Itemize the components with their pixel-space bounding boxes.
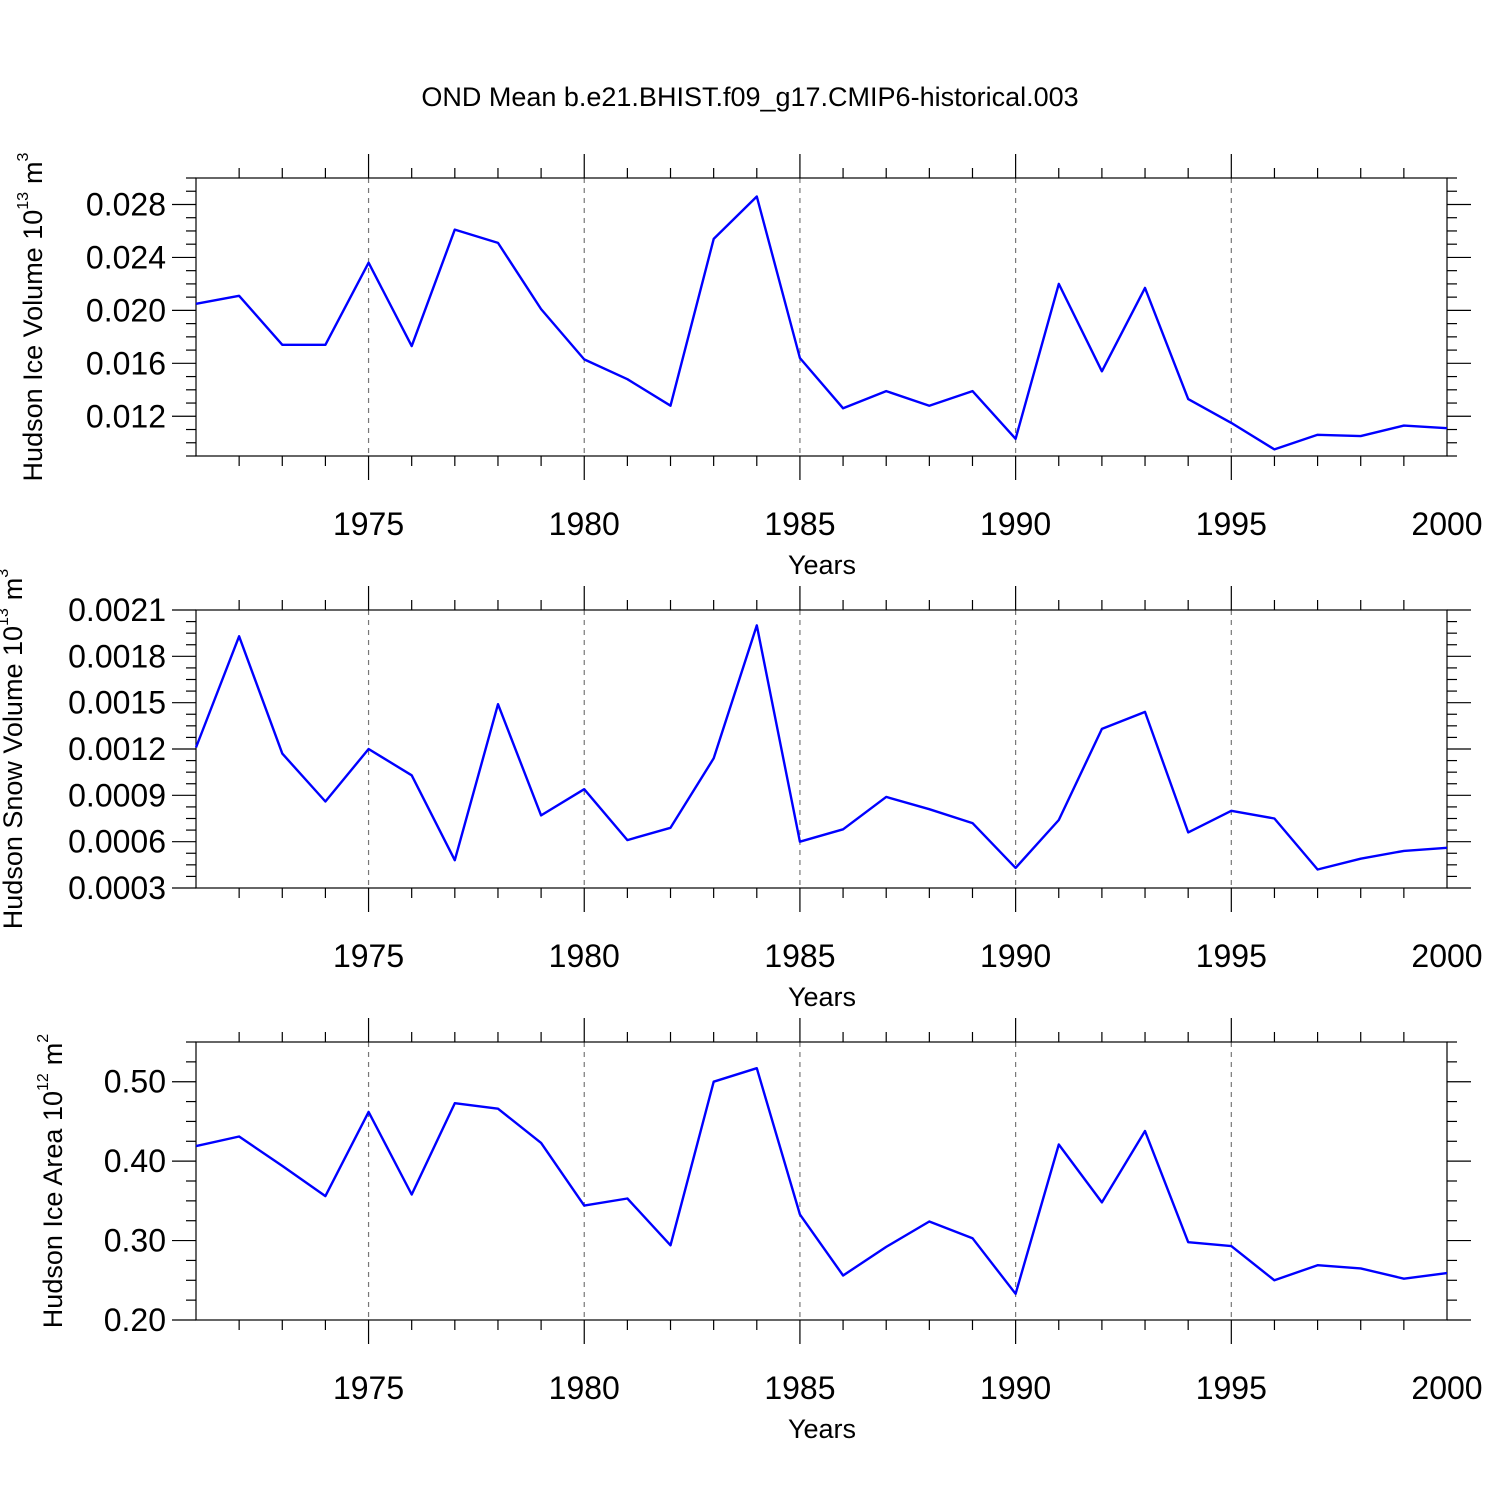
- y-axis-label: Hudson Ice Volume 1013 m3: [15, 152, 48, 481]
- y-tick-label: 0.30: [104, 1223, 166, 1259]
- panel-2: 1975 1980 1985 1990 1995 2000 Years 0.0003 0.000…: [0, 569, 1483, 1012]
- x-tick-label: 1980: [549, 506, 620, 542]
- x-tick-label: 1995: [1196, 1370, 1267, 1406]
- y-tick-label: 0.028: [86, 186, 166, 222]
- y-tick-label: 0.50: [104, 1064, 166, 1100]
- x-tick-label: 1975: [333, 506, 404, 542]
- y-axis-label-unit-exponent: 3: [0, 569, 12, 578]
- y-axis-label-unit: m: [38, 1043, 68, 1066]
- x-tick-label: 1990: [980, 938, 1051, 974]
- series-line: [194, 624, 1448, 871]
- y-axis-label-exponent: 13: [15, 192, 32, 210]
- x-tick-label: 1975: [333, 938, 404, 974]
- y-axis-label-unit-exponent: 3: [15, 152, 32, 161]
- y-tick-label: 0.0012: [68, 731, 166, 767]
- x-tick-label: 1975: [333, 1370, 404, 1406]
- panel-1: 1975 1980 1985 1990 1995 2000 Years 0.012 0.016 0…: [15, 152, 1483, 580]
- y-tick-label: 0.0021: [68, 592, 166, 628]
- y-tick-label: 0.0015: [68, 685, 166, 721]
- x-tick-label: 2000: [1411, 1370, 1482, 1406]
- x-tick-label: 1985: [764, 1370, 835, 1406]
- y-tick-label: 0.024: [86, 239, 166, 275]
- x-tick-label: 1985: [764, 506, 835, 542]
- x-tick-label: 2000: [1411, 506, 1482, 542]
- y-axis-label-exponent: 12: [35, 1073, 52, 1091]
- y-tick-label: 0.020: [86, 292, 166, 328]
- y-axis-label: Hudson Snow Volume 1013 m3: [0, 569, 28, 930]
- y-axis-label-main: Hudson Ice Volume 10: [18, 210, 48, 482]
- x-tick-label: 1995: [1196, 938, 1267, 974]
- x-tick-label: 1990: [980, 506, 1051, 542]
- x-axis-label: Years: [788, 550, 856, 580]
- y-axis-label-unit-exponent: 2: [35, 1034, 52, 1043]
- plot-frame: [195, 177, 1448, 457]
- x-tick-label: 1980: [549, 1370, 620, 1406]
- x-tick-label: 1990: [980, 1370, 1051, 1406]
- y-tick-label: 0.016: [86, 345, 166, 381]
- series-line: [195, 195, 1448, 451]
- x-tick-label: 2000: [1411, 938, 1482, 974]
- y-axis-label-exponent: 13: [0, 608, 12, 626]
- y-tick-label: 0.0018: [68, 638, 166, 674]
- series-line: [195, 1066, 1448, 1296]
- y-tick-label: 0.20: [104, 1302, 166, 1338]
- y-axis-label-main: Hudson Snow Volume 10: [0, 626, 28, 929]
- y-axis-label-unit: m: [0, 578, 28, 601]
- chart-title: OND Mean b.e21.BHIST.f09_g17.CMIP6-histo…: [421, 82, 1078, 112]
- y-tick-label: 0.0006: [68, 824, 166, 860]
- x-axis-label: Years: [788, 982, 856, 1012]
- y-tick-label: 0.012: [86, 398, 166, 434]
- x-tick-label: 1985: [764, 938, 835, 974]
- x-axis-label: Years: [788, 1414, 856, 1444]
- x-tick-label: 1995: [1196, 506, 1267, 542]
- plot-frame: [195, 1041, 1448, 1321]
- y-tick-label: 0.0009: [68, 777, 166, 813]
- y-tick-label: 0.40: [104, 1143, 166, 1179]
- x-tick-label: 1980: [549, 938, 620, 974]
- panel-3: 1975 1980 1985 1990 1995 2000 Years 0.20 0.30 0.4…: [35, 1018, 1483, 1444]
- y-axis-label-unit: m: [18, 161, 48, 184]
- y-tick-label: 0.0003: [68, 870, 166, 906]
- y-axis-label: Hudson Ice Area 1012 m2: [35, 1034, 68, 1328]
- plot-frame: [195, 609, 1448, 889]
- y-axis-label-main: Hudson Ice Area 10: [38, 1091, 68, 1328]
